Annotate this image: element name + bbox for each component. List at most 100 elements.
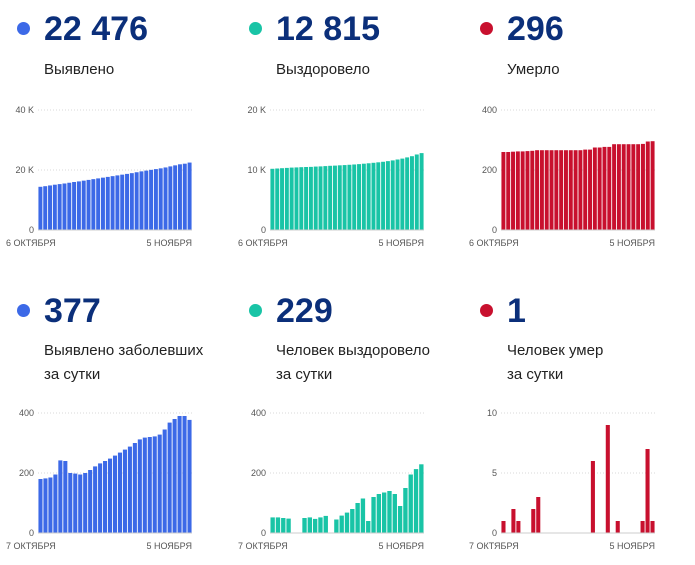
bar [187,419,192,533]
bar [67,182,72,230]
bar [361,163,366,230]
bar [588,149,593,230]
y-tick-label: 20 K [15,165,34,175]
bar [408,474,413,533]
panel-detected-total: 22 476 Выявлено 0 20 K 40 K 6 ОКТЯБРЯ 5 НОЯБ… [0,0,230,280]
bar [419,153,424,230]
bar [137,439,142,533]
recovered-total-label: Выздоровело [276,61,371,78]
bar [270,168,275,230]
x-tick-label-end: 5 НОЯБРЯ [146,238,192,248]
bar [307,517,313,533]
bar [78,474,83,533]
bar [304,167,309,230]
x-tick-label-start: 7 ОКТЯБРЯ [6,541,56,551]
bar [337,165,342,230]
bar [83,473,88,533]
bar [650,521,655,533]
bar [357,164,362,230]
red-dot-icon [480,22,493,35]
bar [88,470,93,533]
bar [318,517,323,533]
y-tick-label: 0 [29,528,34,538]
bar [312,518,318,533]
bar [640,521,645,533]
died-daily-chart: 0 5 10 7 ОКТЯБРЯ 5 НОЯБРЯ [469,408,655,551]
bar [76,181,81,230]
x-tick-label-end: 5 НОЯБРЯ [378,541,424,551]
bar [72,182,77,230]
bar [299,167,304,230]
bar [615,521,620,533]
bar [284,167,289,230]
bar [612,144,617,230]
bar [158,168,163,230]
y-tick-label: 400 [251,408,266,418]
bar [323,515,328,533]
bar [516,521,521,533]
bar [43,186,48,230]
recovered-daily-value: 229 [276,292,333,330]
bar [270,517,275,533]
bar [57,184,62,230]
bar [597,147,602,230]
bar [332,165,337,230]
bar [544,150,549,230]
bar [62,183,67,230]
bar [530,150,535,230]
bar [280,168,285,230]
y-tick-label: 40 K [15,105,34,115]
bar [400,158,405,230]
bar [120,174,125,230]
bar [142,437,147,533]
bar [38,186,43,230]
bar [636,144,641,230]
bar [605,425,610,533]
bar [96,178,101,230]
teal-dot-icon [249,304,262,317]
bar [506,152,511,230]
bar [52,184,57,230]
bar [328,165,333,230]
bar [355,503,360,533]
x-tick-label-end: 5 НОЯБРЯ [609,541,655,551]
bar [568,150,573,230]
x-tick-label-start: 7 ОКТЯБРЯ [469,541,519,551]
bar [323,166,328,230]
y-tick-label: 400 [482,105,497,115]
bar [631,144,636,230]
bar [147,437,152,533]
bar [302,518,307,533]
died-total-chart: 0 200 400 6 ОКТЯБРЯ 5 НОЯБРЯ [469,105,655,248]
bar [48,185,53,230]
y-tick-label: 5 [492,468,497,478]
panel-detected-daily: 377 Выявлено заболевших за сутки 0 200 400… [0,285,230,565]
x-tick-label-end: 5 НОЯБРЯ [146,541,192,551]
y-tick-label: 0 [492,225,497,235]
died-daily-value: 1 [507,292,526,330]
bar [515,151,520,230]
bar [371,497,376,533]
bar [397,506,403,533]
bar [182,416,187,533]
bar [413,469,419,533]
bar [38,479,43,533]
y-tick-label: 200 [482,165,497,175]
bar [501,152,506,230]
bar [640,143,645,230]
bar [525,151,530,230]
detected-daily-value: 377 [44,292,101,330]
bar [91,179,96,230]
bar [531,509,536,533]
y-tick-label: 0 [261,528,266,538]
bar [583,149,588,230]
red-dot-icon [480,304,493,317]
detected-daily-label-line2: за сутки [44,366,101,383]
bar [107,458,113,533]
bar [117,452,123,533]
bar [334,519,339,533]
teal-dot-icon [249,22,262,35]
bar [339,515,344,533]
died-total-value: 296 [507,10,564,48]
bar [313,166,318,230]
